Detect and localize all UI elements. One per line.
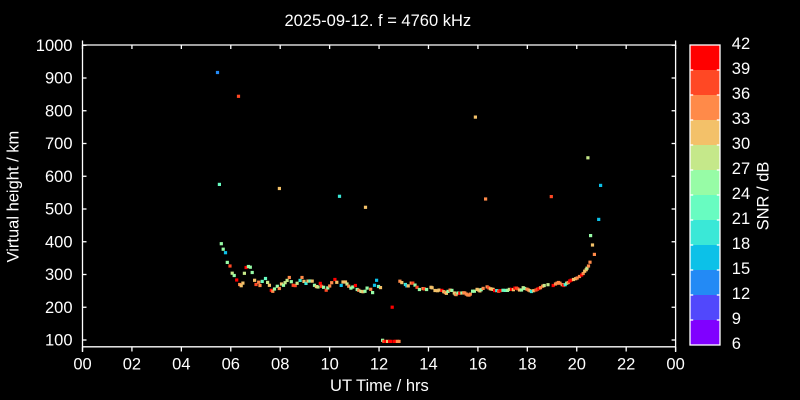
svg-text:42: 42 [732, 35, 750, 53]
svg-text:400: 400 [45, 233, 73, 251]
svg-text:15: 15 [732, 260, 750, 278]
svg-text:20: 20 [568, 356, 586, 374]
svg-text:500: 500 [45, 201, 73, 219]
svg-text:6: 6 [732, 335, 741, 353]
svg-text:21: 21 [732, 210, 750, 228]
svg-text:39: 39 [732, 60, 750, 78]
svg-text:800: 800 [45, 102, 73, 120]
svg-text:08: 08 [271, 356, 289, 374]
svg-text:200: 200 [45, 299, 73, 317]
svg-text:900: 900 [45, 70, 73, 88]
svg-text:700: 700 [45, 135, 73, 153]
svg-text:24: 24 [732, 185, 750, 203]
svg-text:1000: 1000 [36, 37, 73, 55]
svg-text:33: 33 [732, 110, 750, 128]
svg-text:18: 18 [732, 235, 750, 253]
svg-text:06: 06 [222, 356, 240, 374]
svg-text:02: 02 [123, 356, 141, 374]
svg-text:10: 10 [320, 356, 338, 374]
svg-text:36: 36 [732, 85, 750, 103]
svg-text:14: 14 [419, 356, 437, 374]
svg-text:600: 600 [45, 168, 73, 186]
svg-text:9: 9 [732, 310, 741, 328]
svg-text:22: 22 [617, 356, 635, 374]
svg-text:UT Time / hrs: UT Time / hrs [330, 377, 429, 395]
svg-text:30: 30 [732, 135, 750, 153]
svg-text:04: 04 [172, 356, 190, 374]
svg-text:27: 27 [732, 160, 750, 178]
svg-text:100: 100 [45, 332, 73, 350]
svg-text:SNR / dB: SNR / dB [754, 162, 772, 231]
svg-text:2025-09-12. f = 4760 kHz: 2025-09-12. f = 4760 kHz [284, 12, 471, 30]
svg-text:300: 300 [45, 266, 73, 284]
svg-text:Virtual height / km: Virtual height / km [5, 131, 23, 263]
svg-text:18: 18 [518, 356, 536, 374]
svg-text:12: 12 [732, 285, 750, 303]
svg-text:12: 12 [370, 356, 388, 374]
svg-text:00: 00 [666, 356, 684, 374]
svg-text:16: 16 [469, 356, 487, 374]
svg-text:00: 00 [73, 356, 91, 374]
